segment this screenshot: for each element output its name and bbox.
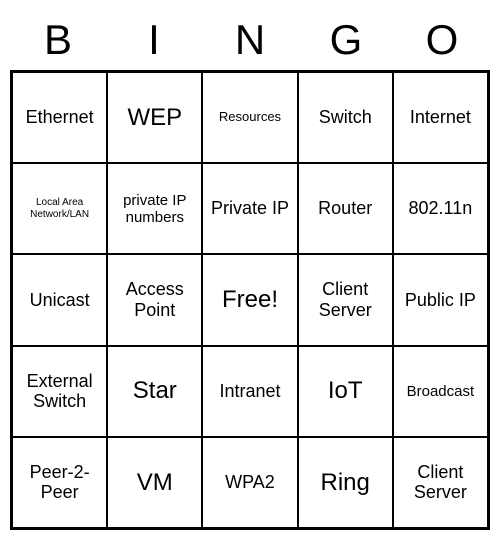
- bingo-cell: WPA2: [202, 437, 297, 528]
- bingo-cell: Public IP: [393, 254, 488, 345]
- bingo-cell: Access Point: [107, 254, 202, 345]
- header-i: I: [106, 10, 202, 70]
- header-b: B: [10, 10, 106, 70]
- bingo-cell: VM: [107, 437, 202, 528]
- header-n: N: [202, 10, 298, 70]
- bingo-cell: 802.11n: [393, 163, 488, 254]
- bingo-cell: Router: [298, 163, 393, 254]
- bingo-cell: Ethernet: [12, 72, 107, 163]
- bingo-cell: Client Server: [298, 254, 393, 345]
- bingo-cell: Free!: [202, 254, 297, 345]
- bingo-cell: Resources: [202, 72, 297, 163]
- bingo-cell: Ring: [298, 437, 393, 528]
- bingo-cell: Private IP: [202, 163, 297, 254]
- bingo-cell: Client Server: [393, 437, 488, 528]
- header-o: O: [394, 10, 490, 70]
- bingo-cell: IoT: [298, 346, 393, 437]
- bingo-grid: EthernetWEPResourcesSwitchInternet Local …: [10, 70, 490, 530]
- header-g: G: [298, 10, 394, 70]
- bingo-cell: External Switch: [12, 346, 107, 437]
- bingo-cell: Peer-2-Peer: [12, 437, 107, 528]
- bingo-cell: Switch: [298, 72, 393, 163]
- bingo-cell: Local Area Network/LAN: [12, 163, 107, 254]
- bingo-cell: Internet: [393, 72, 488, 163]
- bingo-cell: private IP numbers: [107, 163, 202, 254]
- bingo-cell: WEP: [107, 72, 202, 163]
- bingo-cell: Star: [107, 346, 202, 437]
- bingo-cell: Broadcast: [393, 346, 488, 437]
- bingo-header: B I N G O: [10, 10, 490, 70]
- bingo-cell: Unicast: [12, 254, 107, 345]
- bingo-card: B I N G O EthernetWEPResourcesSwitchInte…: [10, 10, 490, 530]
- bingo-cell: Intranet: [202, 346, 297, 437]
